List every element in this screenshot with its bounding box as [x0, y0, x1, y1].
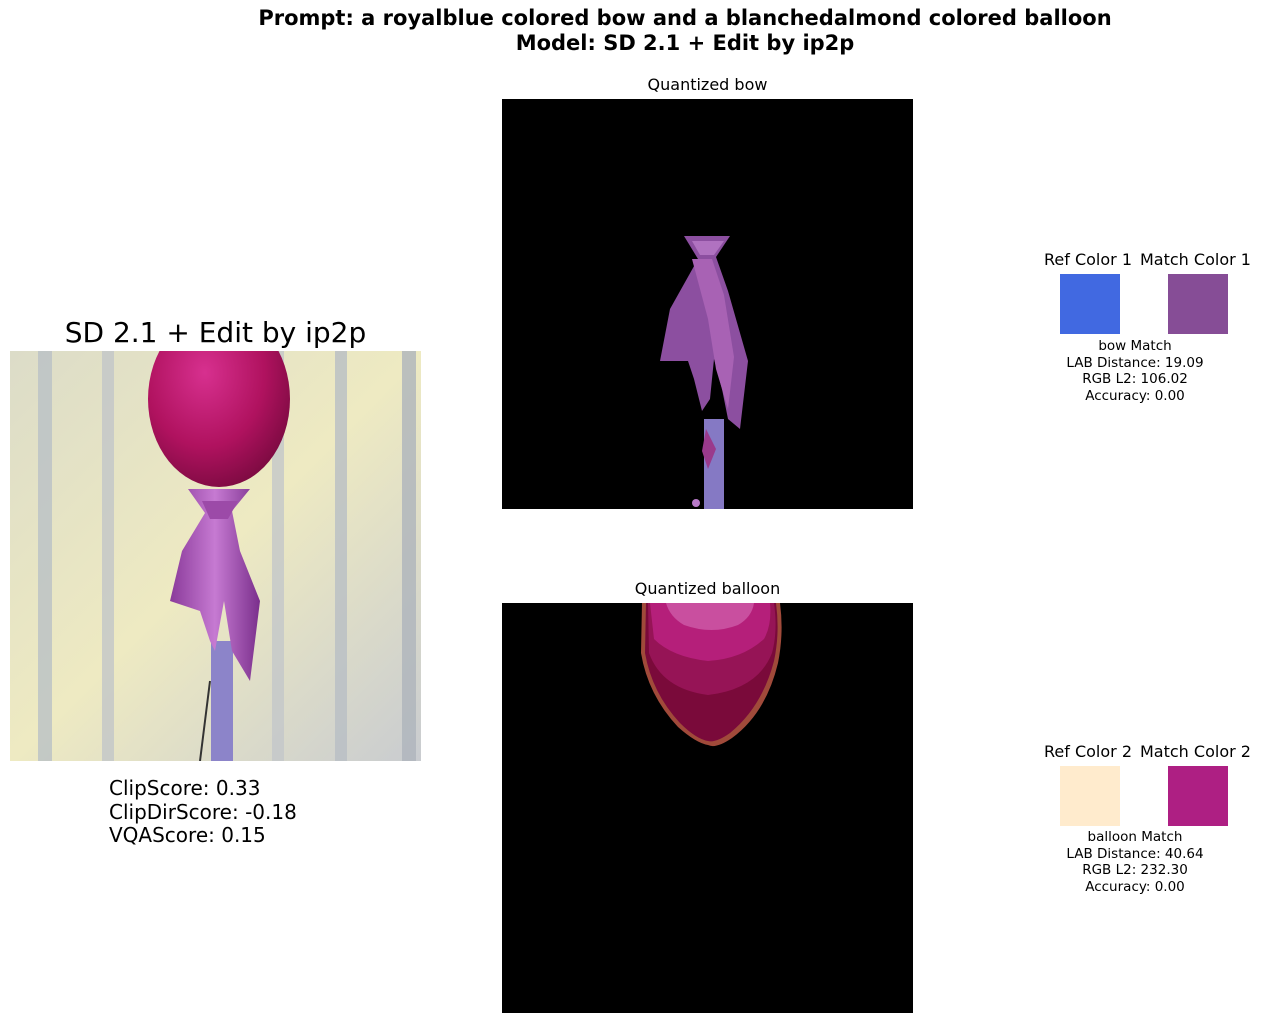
color-1-accuracy: Accuracy: 0.00	[1085, 387, 1185, 404]
color-2-info: balloon Match LAB Distance: 40.64 RGB L2…	[1035, 829, 1235, 895]
figure-title: Prompt: a royalblue colored bow and a bl…	[0, 6, 1265, 56]
quantized-bow-image	[502, 99, 913, 509]
generated-image	[10, 351, 421, 761]
match-color-2-swatch	[1168, 766, 1228, 826]
color-1-info: bow Match LAB Distance: 19.09 RGB L2: 10…	[1035, 338, 1235, 404]
match-color-1-label: Match Color 1	[1140, 250, 1251, 269]
generated-image-svg	[10, 351, 421, 761]
clip-score: ClipScore: 0.33	[109, 776, 261, 800]
match-color-2-label: Match Color 2	[1140, 742, 1251, 761]
color-1-rgb-l2: RGB L2: 106.02	[1082, 371, 1188, 387]
metrics-block: ClipScore: 0.33 ClipDirScore: -0.18 VQAS…	[109, 776, 297, 848]
model-line: Model: SD 2.1 + Edit by ip2p	[515, 31, 855, 55]
match-color-1-swatch	[1168, 274, 1228, 334]
main-image-title: SD 2.1 + Edit by ip2p	[64, 316, 367, 349]
ref-color-1-swatch	[1060, 274, 1120, 334]
quantized-balloon-svg	[502, 603, 913, 1013]
quantized-bow-svg	[502, 99, 913, 509]
quantized-balloon-image	[502, 603, 913, 1013]
color-2-accuracy: Accuracy: 0.00	[1085, 878, 1185, 895]
vqa-score: VQAScore: 0.15	[109, 823, 266, 847]
color-2-lab-distance: LAB Distance: 40.64	[1066, 845, 1204, 862]
quantized-balloon-title: Quantized balloon	[634, 579, 781, 598]
color-2-rgb-l2: RGB L2: 232.30	[1082, 862, 1188, 878]
color-1-match-name: bow Match	[1098, 338, 1172, 354]
prompt-line: Prompt: a royalblue colored bow and a bl…	[258, 6, 1112, 30]
ref-color-2-swatch	[1060, 766, 1120, 826]
quantized-bow-title: Quantized bow	[647, 75, 768, 94]
clip-dir-score: ClipDirScore: -0.18	[109, 799, 297, 824]
ref-color-1-label: Ref Color 1	[1044, 250, 1132, 269]
color-2-match-name: balloon Match	[1087, 829, 1183, 845]
color-1-lab-distance: LAB Distance: 19.09	[1066, 354, 1204, 371]
ref-color-2-label: Ref Color 2	[1044, 742, 1132, 761]
